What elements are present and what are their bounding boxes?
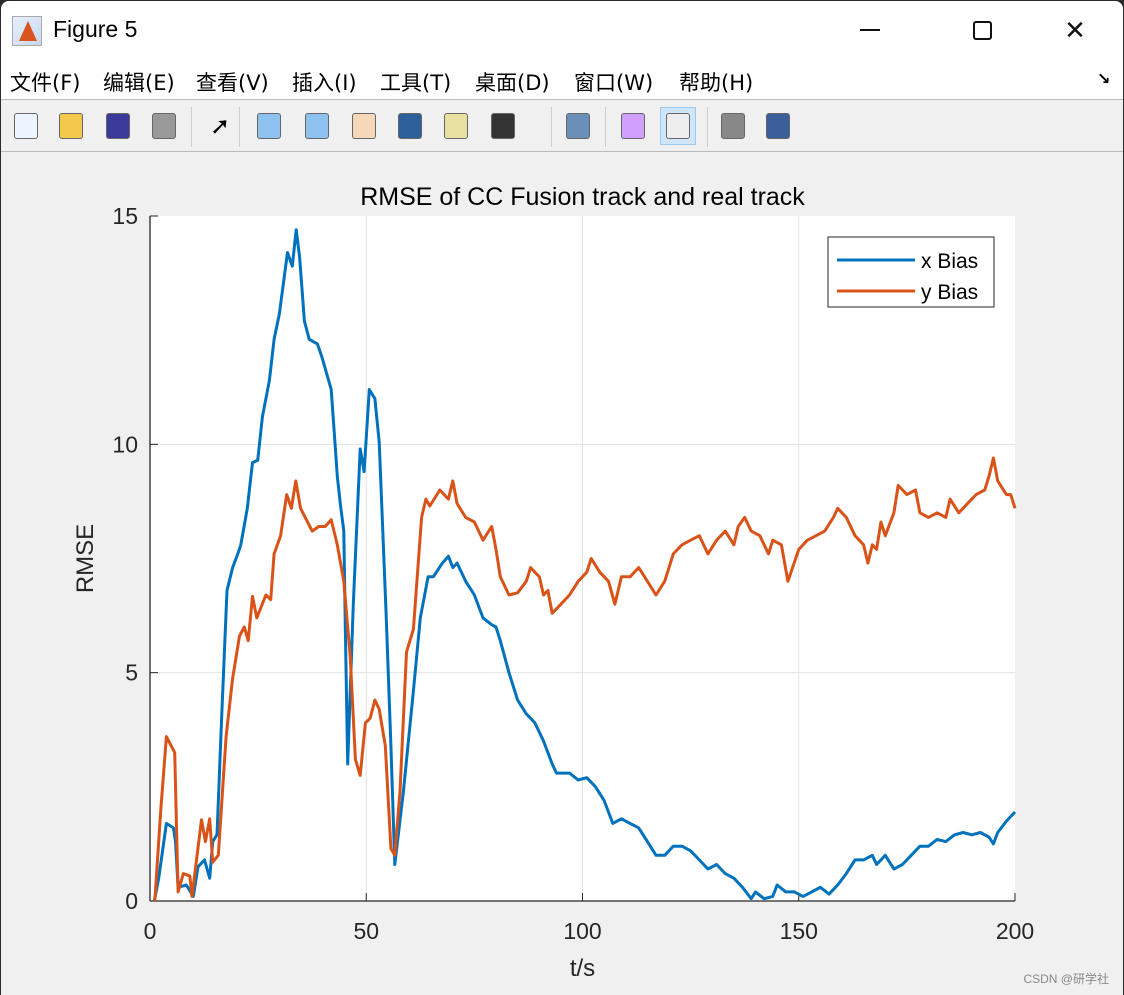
- toolbar-separator: [605, 107, 606, 147]
- toolbar-separator: [239, 107, 240, 147]
- brush-button[interactable]: [485, 107, 521, 145]
- colorbar-button[interactable]: [615, 107, 651, 145]
- pointer-icon: ➚: [209, 112, 231, 140]
- expand-toolbar-icon[interactable]: ↘: [1097, 71, 1111, 88]
- save-icon: [106, 113, 130, 139]
- pan-hand-button[interactable]: [346, 107, 382, 145]
- x-tick-label: 50: [353, 918, 379, 944]
- data-cursor-button[interactable]: [438, 107, 474, 145]
- x-axis-label: t/s: [570, 955, 595, 982]
- zoom-in-icon: [257, 113, 281, 139]
- menu-item-1[interactable]: 编辑(E): [103, 71, 175, 95]
- menu-item-4[interactable]: 工具(T): [380, 71, 452, 95]
- close-button[interactable]: ✕: [1052, 9, 1098, 51]
- y-tick-label: 5: [125, 660, 138, 686]
- toolbar-separator: [551, 107, 552, 147]
- close-icon: ✕: [1064, 14, 1086, 45]
- x-tick-label: 100: [563, 918, 601, 944]
- legend-label: x Bias: [921, 250, 978, 273]
- pan-hand-icon: [352, 113, 376, 139]
- menu-bar: ↘ 文件(F) 编辑(E) 查看(V) 插入(I) 工具(T) 桌面(D) 窗口(W) 帮助(…: [1, 57, 1123, 100]
- save-button[interactable]: [100, 107, 136, 145]
- menu-item-3[interactable]: 插入(I): [292, 71, 357, 95]
- maximize-icon: [972, 20, 992, 40]
- minimize-button[interactable]: [847, 9, 893, 51]
- toolbar-separator: [191, 107, 192, 147]
- link-plot-button[interactable]: [560, 107, 596, 145]
- y-tick-label: 0: [125, 888, 138, 914]
- link-plot-icon: [566, 113, 590, 139]
- zoom-out-icon: [305, 113, 329, 139]
- y-tick-label: 10: [112, 431, 138, 457]
- menu-item-2[interactable]: 查看(V): [196, 71, 269, 95]
- brush-icon: [491, 113, 515, 139]
- x-tick-label: 200: [996, 918, 1034, 944]
- zoom-out-button[interactable]: [299, 107, 335, 145]
- open-file-icon: [59, 113, 83, 139]
- y-axis-label: RMSE: [72, 524, 99, 593]
- print-button[interactable]: [146, 107, 182, 145]
- colorbar-icon: [621, 113, 645, 139]
- x-tick-label: 150: [780, 918, 818, 944]
- new-figure-icon: [14, 113, 38, 139]
- menu-item-7[interactable]: 帮助(H): [679, 71, 754, 95]
- matlab-logo-icon: [12, 16, 42, 46]
- open-file-button[interactable]: [53, 107, 89, 145]
- rotate-3d-icon: [398, 113, 422, 139]
- menu-item-6[interactable]: 窗口(W): [574, 71, 654, 95]
- window-title: Figure 5: [53, 16, 138, 42]
- legend-button[interactable]: [660, 107, 696, 145]
- maximize-button[interactable]: [959, 9, 1005, 51]
- toolbar: ➚: [1, 101, 1123, 152]
- y-tick-label: 15: [112, 203, 138, 229]
- zoom-in-button[interactable]: [251, 107, 287, 145]
- legend-label: y Bias: [921, 281, 978, 304]
- watermark: CSDN @研学社: [1023, 972, 1109, 986]
- toolbar-separator: [707, 107, 708, 147]
- x-tick-label: 0: [144, 918, 157, 944]
- hide-plot-tools-icon: [721, 113, 745, 139]
- hide-plot-tools-button[interactable]: [715, 107, 751, 145]
- series-line-y-bias: [153, 456, 1017, 902]
- data-cursor-icon: [444, 113, 468, 139]
- chart-title: RMSE of CC Fusion track and real track: [360, 183, 805, 211]
- menu-item-5[interactable]: 桌面(D): [475, 71, 550, 95]
- pointer-button[interactable]: ➚: [202, 107, 238, 145]
- menu-item-0[interactable]: 文件(F): [10, 71, 81, 95]
- new-figure-button[interactable]: [8, 107, 44, 145]
- rotate-3d-button[interactable]: [392, 107, 428, 145]
- show-plot-tools-button[interactable]: [760, 107, 796, 145]
- show-plot-tools-icon: [766, 113, 790, 139]
- legend: [827, 236, 995, 308]
- legend-icon: [666, 113, 690, 139]
- title-bar: Figure 5 ✕: [1, 1, 1123, 57]
- series-line-x-bias: [152, 228, 1017, 902]
- minimize-icon: [860, 29, 880, 31]
- print-icon: [152, 113, 176, 139]
